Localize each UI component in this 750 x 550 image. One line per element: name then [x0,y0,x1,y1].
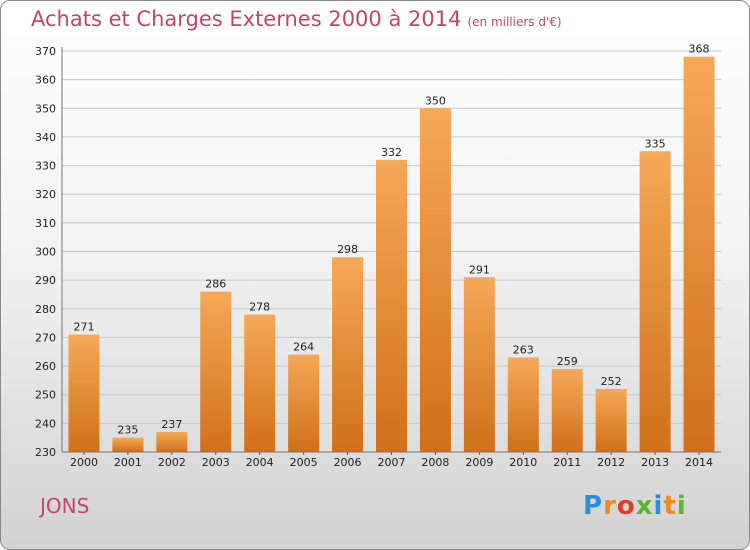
bar [68,334,100,452]
data-label: 350 [425,94,446,107]
y-tick-label: 280 [35,303,56,316]
logo-letter: x [635,491,654,521]
logo-letter: i [676,491,687,521]
data-label: 263 [513,343,534,356]
x-tick-label: 2011 [553,456,581,469]
bar [639,151,671,452]
data-label: 259 [557,355,578,368]
x-tick-label: 2005 [290,456,318,469]
y-tick-label: 230 [35,446,56,459]
data-labels: 271 235 237 286 278 264 298 332 350 291 263 259 252 3… [73,43,709,437]
data-label: 332 [381,146,402,159]
bar [595,388,627,452]
x-tick-label: 2000 [70,456,98,469]
x-tick-label: 2009 [465,456,493,469]
y-tick-label: 340 [35,131,56,144]
chart-title: Achats et Charges Externes 2000 à 2014 (e… [31,7,562,31]
logo-letter: P [583,491,604,521]
x-tick-label: 2014 [685,456,713,469]
data-label: 235 [117,424,138,437]
y-tick-label: 350 [35,102,56,115]
commune-name: JONS [40,494,90,518]
y-tick-label: 290 [35,274,56,287]
data-label: 335 [645,137,666,150]
x-tick-label: 2013 [641,456,669,469]
logo-letter: r [603,491,617,521]
data-label: 298 [337,243,358,256]
y-axis-ticks: 230 240 250 260 270 280 290 300 310 320 330 340 350 3… [35,45,56,459]
y-tick-label: 260 [35,360,56,373]
data-label: 286 [205,278,226,291]
y-tick-label: 330 [35,160,56,173]
data-label: 264 [293,341,314,354]
bar [376,159,407,453]
bar [463,277,495,452]
x-tick-label: 2007 [378,456,406,469]
logo-letter: i [653,491,664,521]
y-tick-label: 240 [35,417,56,430]
logo-letter: t [663,491,677,521]
bar [507,357,539,452]
y-tick-label: 360 [35,74,56,87]
chart-title-text: Achats et Charges Externes 2000 à 2014 [31,7,462,31]
x-tick-label: 2001 [114,456,142,469]
y-tick-label: 310 [35,217,56,230]
x-tick-label: 2003 [202,456,230,469]
data-label: 237 [161,418,182,431]
bar [244,314,276,452]
bars [68,56,715,453]
x-tick-label: 2006 [334,456,362,469]
x-tick-label: 2010 [509,456,537,469]
bar [551,368,583,452]
y-tick-label: 270 [35,331,56,344]
data-label: 291 [469,263,490,276]
bar [112,437,144,452]
x-tick-label: 2012 [597,456,625,469]
data-label: 278 [249,301,270,314]
x-tick-label: 2008 [421,456,449,469]
data-label: 368 [689,43,710,56]
bar [683,56,715,452]
chart-unit: (en milliers d'€) [467,15,562,29]
bar [332,257,364,452]
bar [156,431,188,452]
bar [200,291,232,452]
bar [419,108,451,453]
y-tick-label: 320 [35,188,56,201]
logo-letter: o [616,491,636,521]
y-tick-label: 250 [35,389,56,402]
data-label: 271 [73,321,94,334]
data-label: 252 [601,375,622,388]
x-axis-ticks: 2000 2001 2002 2003 2004 2005 2006 2007 2008 2009… [70,452,713,469]
proxiti-logo: Proxiti [583,491,687,521]
y-tick-label: 300 [35,246,56,259]
y-tick-label: 370 [35,45,56,58]
x-tick-label: 2004 [246,456,274,469]
bar [288,354,320,452]
x-tick-label: 2002 [158,456,186,469]
